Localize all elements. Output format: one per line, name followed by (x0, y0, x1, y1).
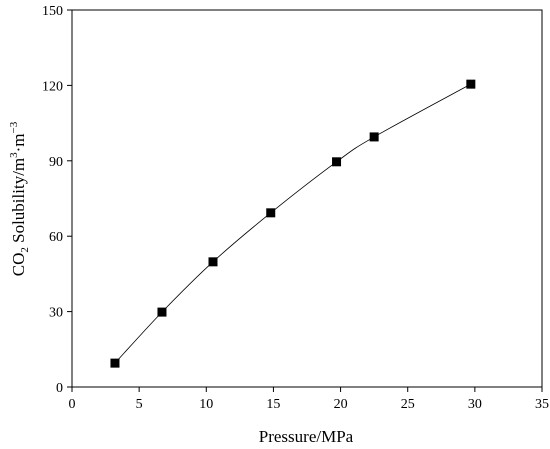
y-tick-label: 120 (42, 79, 63, 94)
x-tick-label: 25 (401, 397, 415, 412)
x-tick-label: 0 (69, 397, 76, 412)
x-axis-title: Pressure/MPa (259, 427, 354, 446)
y-tick-label: 30 (49, 306, 63, 321)
y-axis-title: CO2 Solubility/m3·m−3 (8, 121, 31, 276)
plot-frame (71, 9, 543, 388)
x-tick-label: 15 (266, 397, 280, 412)
x-tick-label: 30 (468, 397, 482, 412)
data-point-marker (466, 79, 476, 89)
y-tick-label: 0 (56, 381, 63, 396)
data-point-marker (157, 307, 167, 317)
y-tick-label: 90 (49, 155, 63, 170)
data-point-marker (332, 157, 342, 167)
data-point-marker (110, 358, 120, 368)
data-point-marker (208, 257, 218, 267)
plot-border (71, 9, 543, 388)
x-tick-label: 35 (535, 397, 549, 412)
x-tick-label: 10 (199, 397, 213, 412)
y-axis-title-main: Solubility/m (9, 158, 28, 247)
y-tick-label: 60 (49, 230, 63, 245)
data-point-marker (266, 208, 276, 218)
series-group (110, 79, 476, 368)
x-tick-label: 20 (334, 397, 348, 412)
y-axis-title-subscript: 2 (19, 247, 31, 253)
x-tick-label: 5 (136, 397, 143, 412)
y-axis-title-superscript-2: −3 (8, 121, 20, 133)
y-axis-ticks: 0 30 60 90 120 150 (42, 4, 72, 396)
y-tick-label: 150 (42, 4, 63, 19)
data-point-marker (369, 132, 379, 142)
y-axis-title-mid: ·m (9, 133, 28, 152)
y-axis-title-superscript-1: 3 (8, 152, 20, 158)
series-line (114, 83, 472, 364)
x-axis-ticks: 0 5 10 15 20 25 30 35 (69, 387, 549, 412)
y-axis-title-prefix: CO (9, 253, 28, 277)
